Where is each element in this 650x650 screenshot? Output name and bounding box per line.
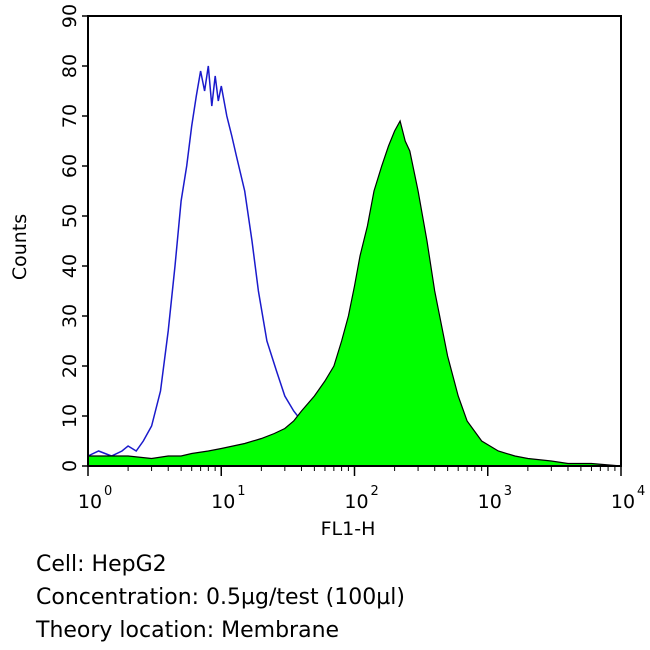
y-tick-label: 80 bbox=[59, 54, 81, 78]
y-tick-label: 40 bbox=[59, 254, 81, 278]
y-tick-label: 60 bbox=[59, 154, 81, 178]
y-tick-label: 50 bbox=[59, 204, 81, 228]
x-tick-label: 10 bbox=[478, 491, 502, 513]
y-axis: 0 10 20 30 40 50 60 70 80 90 bbox=[59, 4, 88, 472]
x-tick-exponent: 2 bbox=[371, 484, 379, 499]
y-tick-label: 30 bbox=[59, 304, 81, 328]
x-tick-exponent: 1 bbox=[237, 484, 245, 499]
x-tick-label: 10 bbox=[211, 491, 235, 513]
series-1-fill bbox=[88, 121, 621, 466]
x-tick-label: 10 bbox=[344, 491, 368, 513]
x-tick-label: 10 bbox=[78, 491, 102, 513]
y-tick-label: 90 bbox=[59, 4, 81, 28]
x-tick-label: 10 bbox=[611, 491, 635, 513]
y-tick-label: 70 bbox=[59, 104, 81, 128]
x-tick-exponent: 0 bbox=[104, 484, 112, 499]
plot-marks bbox=[87, 65, 622, 467]
caption-concentration: Concentration: 0.5µg/test (100µl) bbox=[36, 585, 405, 610]
y-tick-label: 10 bbox=[59, 404, 81, 428]
caption-location: Theory location: Membrane bbox=[36, 618, 340, 643]
series-1-edge bbox=[88, 119, 622, 467]
x-axis: 10 0 10 1 10 2 10 3 10 4 bbox=[78, 466, 645, 513]
y-tick-label: 20 bbox=[59, 354, 81, 378]
x-tick-exponent: 3 bbox=[504, 484, 512, 499]
y-axis-label: Counts bbox=[9, 214, 31, 280]
caption-cell: Cell: HepG2 bbox=[36, 552, 167, 577]
x-axis-label: FL1-H bbox=[321, 518, 376, 540]
y-tick-label: 0 bbox=[59, 460, 81, 472]
x-tick-exponent: 4 bbox=[637, 484, 645, 499]
